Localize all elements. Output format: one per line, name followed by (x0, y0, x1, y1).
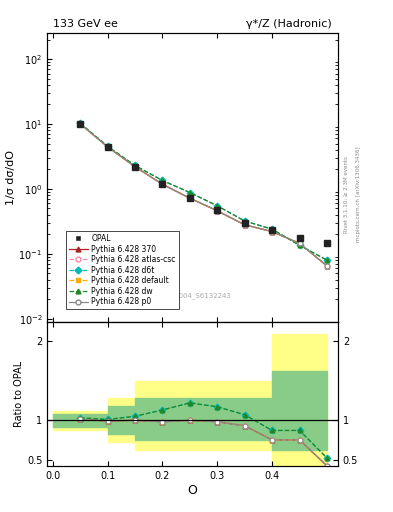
Pythia 6.428 d6t (132, 162, 137, 168)
OPAL (132, 164, 137, 170)
Line: Pythia 6.428 dw: Pythia 6.428 dw (78, 121, 329, 263)
OPAL (105, 143, 110, 150)
Pythia 6.428 370 (160, 181, 165, 187)
OPAL (325, 240, 329, 246)
OPAL (242, 220, 247, 226)
Text: γ*/Z (Hadronic): γ*/Z (Hadronic) (246, 19, 332, 29)
Pythia 6.428 dw (325, 257, 329, 263)
Pythia 6.428 370 (132, 164, 137, 170)
Pythia 6.428 p0 (215, 208, 220, 214)
Pythia 6.428 p0 (325, 263, 329, 269)
Pythia 6.428 370 (297, 240, 302, 246)
Pythia 6.428 p0 (270, 228, 274, 234)
Pythia 6.428 default (187, 195, 192, 201)
Pythia 6.428 dw (187, 189, 192, 196)
Pythia 6.428 d6t (78, 120, 83, 126)
Legend: OPAL, Pythia 6.428 370, Pythia 6.428 atlas-csc, Pythia 6.428 d6t, Pythia 6.428 d: OPAL, Pythia 6.428 370, Pythia 6.428 atl… (66, 231, 179, 309)
Line: Pythia 6.428 default: Pythia 6.428 default (78, 121, 329, 268)
Pythia 6.428 dw (132, 162, 137, 168)
OPAL (297, 235, 302, 241)
Pythia 6.428 atlas-csc (132, 164, 137, 170)
Pythia 6.428 default (78, 121, 83, 127)
Pythia 6.428 370 (242, 222, 247, 228)
Pythia 6.428 default (325, 263, 329, 269)
Text: mcplots.cern.ch [arXiv:1306.3436]: mcplots.cern.ch [arXiv:1306.3436] (356, 147, 361, 242)
Pythia 6.428 p0 (105, 144, 110, 150)
Pythia 6.428 dw (160, 177, 165, 183)
Pythia 6.428 default (215, 208, 220, 214)
OPAL (78, 121, 83, 127)
Pythia 6.428 atlas-csc (187, 195, 192, 201)
Pythia 6.428 default (242, 222, 247, 228)
Pythia 6.428 dw (78, 120, 83, 126)
Pythia 6.428 d6t (160, 177, 165, 183)
OPAL (187, 195, 192, 201)
Pythia 6.428 dw (242, 218, 247, 224)
Pythia 6.428 dw (270, 226, 274, 232)
Pythia 6.428 p0 (297, 240, 302, 246)
Pythia 6.428 370 (187, 195, 192, 201)
Pythia 6.428 d6t (215, 203, 220, 209)
Pythia 6.428 370 (215, 208, 220, 214)
OPAL (215, 207, 220, 214)
Pythia 6.428 370 (78, 121, 83, 127)
Line: Pythia 6.428 atlas-csc: Pythia 6.428 atlas-csc (78, 121, 329, 268)
Pythia 6.428 p0 (160, 181, 165, 187)
Line: Pythia 6.428 370: Pythia 6.428 370 (78, 121, 329, 268)
Pythia 6.428 d6t (297, 242, 302, 248)
Pythia 6.428 dw (215, 203, 220, 209)
Pythia 6.428 p0 (242, 222, 247, 228)
Pythia 6.428 p0 (132, 164, 137, 170)
Y-axis label: Ratio to OPAL: Ratio to OPAL (14, 360, 24, 427)
Pythia 6.428 atlas-csc (270, 228, 274, 234)
Pythia 6.428 370 (105, 144, 110, 150)
Pythia 6.428 d6t (105, 143, 110, 150)
Text: OPAL_2004_S6132243: OPAL_2004_S6132243 (154, 292, 231, 298)
Text: 133 GeV ee: 133 GeV ee (53, 19, 118, 29)
Pythia 6.428 p0 (78, 121, 83, 127)
Pythia 6.428 default (105, 144, 110, 150)
X-axis label: O: O (187, 483, 198, 497)
Pythia 6.428 p0 (187, 195, 192, 201)
Pythia 6.428 370 (270, 228, 274, 234)
Pythia 6.428 dw (297, 242, 302, 248)
Pythia 6.428 atlas-csc (215, 208, 220, 214)
Pythia 6.428 d6t (270, 226, 274, 232)
Pythia 6.428 default (297, 240, 302, 246)
Line: Pythia 6.428 d6t: Pythia 6.428 d6t (78, 121, 329, 263)
Pythia 6.428 atlas-csc (78, 121, 83, 127)
Pythia 6.428 d6t (242, 218, 247, 224)
Pythia 6.428 370 (325, 263, 329, 269)
Pythia 6.428 default (132, 164, 137, 170)
Pythia 6.428 atlas-csc (105, 144, 110, 150)
OPAL (270, 227, 274, 233)
Pythia 6.428 default (270, 228, 274, 234)
Pythia 6.428 atlas-csc (160, 181, 165, 187)
Pythia 6.428 d6t (325, 257, 329, 263)
Text: Rivet 3.1.10; ≥ 2.3M events: Rivet 3.1.10; ≥ 2.3M events (344, 156, 349, 233)
Pythia 6.428 d6t (187, 189, 192, 196)
Pythia 6.428 atlas-csc (242, 222, 247, 228)
Y-axis label: 1/σ dσ/dO: 1/σ dσ/dO (6, 150, 16, 205)
Pythia 6.428 atlas-csc (297, 240, 302, 246)
Pythia 6.428 atlas-csc (325, 263, 329, 269)
Line: Pythia 6.428 p0: Pythia 6.428 p0 (78, 121, 329, 268)
Line: OPAL: OPAL (77, 121, 330, 246)
OPAL (160, 181, 165, 187)
Pythia 6.428 default (160, 181, 165, 187)
Pythia 6.428 dw (105, 143, 110, 150)
